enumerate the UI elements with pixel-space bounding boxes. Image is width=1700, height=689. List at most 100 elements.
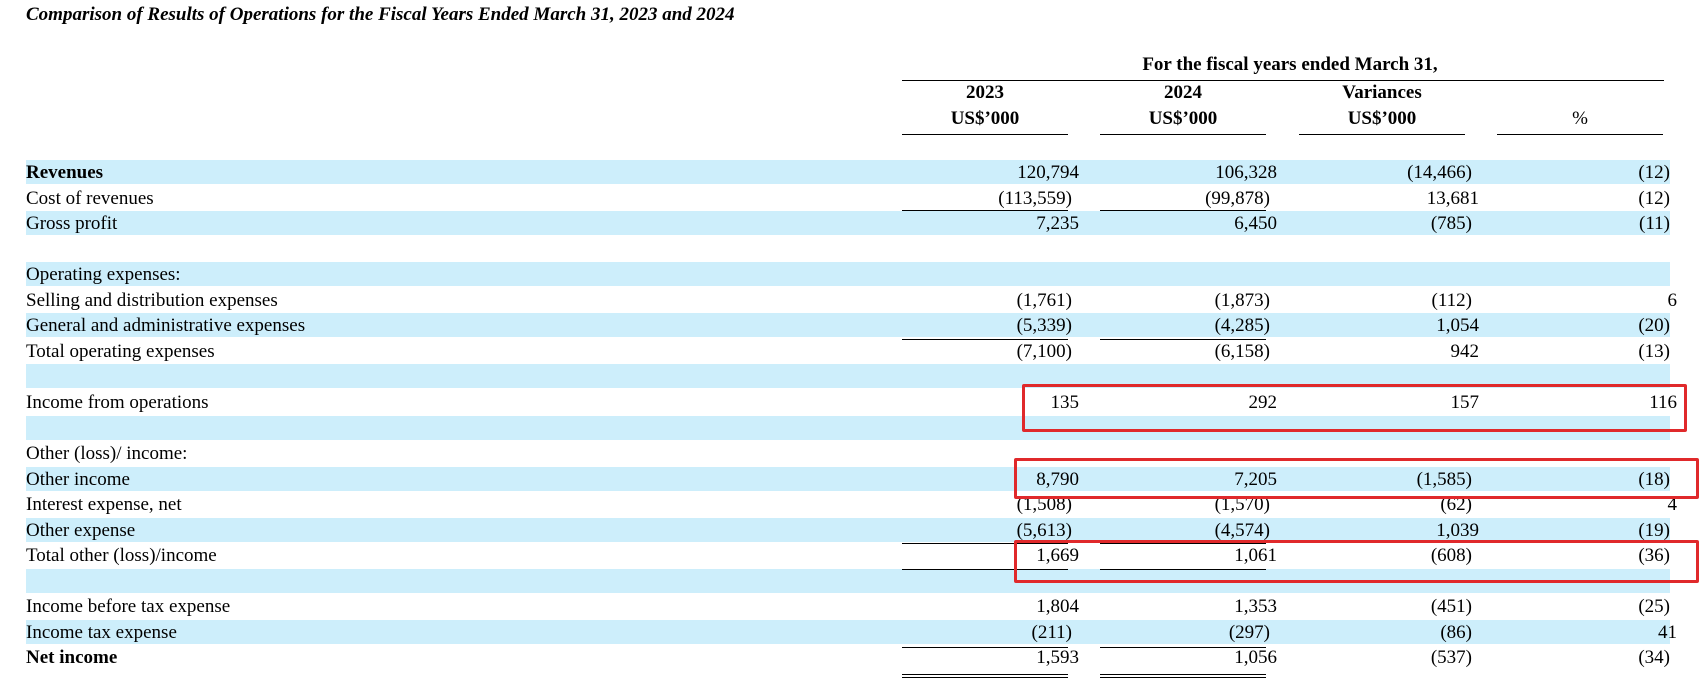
table-row: Other income 8,790 7,205 (1,585) (18)	[26, 467, 1670, 491]
value-percent: (19)	[1638, 520, 1670, 541]
table-row: Selling and distribution expenses (1,761)…	[26, 288, 1677, 312]
row-label: Gross profit	[26, 213, 118, 234]
table-row: Income before tax expense 1,804 1,353 (451)…	[26, 594, 1670, 618]
rule-cost-2023	[902, 210, 1068, 211]
double-rule-net-2023	[902, 674, 1068, 678]
value-variance: 1,054	[1436, 315, 1479, 336]
value-variance: 1,039	[1436, 520, 1479, 541]
row-label: Operating expenses:	[26, 264, 181, 285]
row-label: Income from operations	[26, 392, 209, 413]
table-row: Income tax expense (211) (297) (86) 41	[26, 620, 1677, 644]
header-2024-year: 2024	[1164, 82, 1202, 103]
header-rule-2024	[1100, 134, 1266, 135]
value-variance: 942	[1450, 341, 1480, 362]
value-2023: 8,790	[1036, 469, 1079, 490]
value-2023: (7,100)	[1016, 341, 1072, 362]
table-row: Income from operations 135 292 157 116	[26, 390, 1677, 414]
value-2023: 1,593	[1036, 647, 1079, 668]
value-percent: (20)	[1638, 315, 1670, 336]
value-2024: 1,353	[1234, 596, 1277, 617]
header-variance-label: Variances	[1342, 82, 1422, 103]
row-label: Total operating expenses	[26, 341, 215, 362]
header-group: For the fiscal years ended March 31,	[1142, 54, 1438, 75]
header-rule-percent	[1497, 134, 1663, 135]
value-percent: (11)	[1639, 213, 1670, 234]
value-2023: 1,669	[1036, 545, 1079, 566]
table-row: General and administrative expenses (5,33…	[26, 313, 1670, 337]
value-variance: (1,585)	[1416, 469, 1472, 490]
rule-ga-2023	[902, 339, 1068, 340]
header-group-rule	[902, 80, 1664, 81]
rule-tax-2023	[902, 647, 1068, 648]
value-2024: (99,878)	[1205, 188, 1270, 209]
table-title: Comparison of Results of Operations for …	[26, 4, 735, 25]
value-percent: (18)	[1638, 469, 1670, 490]
highlight-box-total-other	[1014, 540, 1699, 583]
row-label: Interest expense, net	[26, 494, 182, 515]
value-variance: (14,466)	[1407, 162, 1472, 183]
header-2023-unit: US$’000	[950, 108, 1020, 129]
value-2024: (4,285)	[1214, 315, 1270, 336]
value-2023: (1,508)	[1016, 494, 1072, 515]
rule-ga-2024	[1100, 339, 1266, 340]
value-2023: 120,794	[1017, 162, 1079, 183]
table-row: Total other (loss)/income 1,669 1,061 (608)…	[26, 543, 1670, 567]
row-label: Selling and distribution expenses	[26, 290, 278, 311]
value-percent: 116	[1649, 392, 1677, 413]
value-variance: 13,681	[1426, 188, 1479, 209]
header-variance-unit: US$’000	[1347, 108, 1417, 129]
table-row	[26, 237, 1670, 261]
value-2023: (211)	[1031, 622, 1072, 643]
header-rule-variance	[1299, 134, 1465, 135]
value-2023: (113,559)	[998, 188, 1072, 209]
header-2024-unit: US$’000	[1148, 108, 1218, 129]
value-2023: 135	[1050, 392, 1080, 413]
value-variance: (112)	[1431, 290, 1472, 311]
value-2024: 292	[1248, 392, 1278, 413]
table-row: Other expense (5,613) (4,574) 1,039 (19)	[26, 518, 1670, 542]
row-label: Income before tax expense	[26, 596, 231, 617]
table-row: Operating expenses:	[26, 262, 1670, 286]
value-variance: (785)	[1430, 213, 1472, 234]
value-variance: (62)	[1440, 494, 1472, 515]
value-variance: (451)	[1430, 596, 1472, 617]
rule-total-other-2024	[1100, 569, 1266, 570]
value-percent: 4	[1667, 494, 1678, 515]
table-row: Total operating expenses (7,100) (6,158) 94…	[26, 339, 1670, 363]
rule-tax-2024	[1100, 647, 1266, 648]
row-label: Other income	[26, 469, 130, 490]
value-variance: 157	[1450, 392, 1480, 413]
row-label: General and administrative expenses	[26, 315, 306, 336]
value-2024: 106,328	[1215, 162, 1277, 183]
value-percent: 6	[1667, 290, 1678, 311]
rule-total-other-2023	[902, 569, 1068, 570]
value-percent: (25)	[1638, 596, 1670, 617]
table-row: Net income 1,593 1,056 (537) (34)	[26, 645, 1670, 669]
value-2024: 7,205	[1234, 469, 1277, 490]
header-rule-2023	[902, 134, 1068, 135]
value-2023: (5,613)	[1016, 520, 1072, 541]
value-percent: (36)	[1638, 545, 1670, 566]
table-row: Gross profit 7,235 6,450 (785) (11)	[26, 211, 1670, 235]
value-2024: 1,056	[1234, 647, 1277, 668]
table-row: Interest expense, net (1,508) (1,570) (62) 4	[26, 492, 1677, 516]
header-2023-year: 2023	[966, 82, 1004, 103]
value-2023: 7,235	[1036, 213, 1079, 234]
table-row: Revenues 120,794 106,328 (14,466) (12)	[26, 160, 1670, 184]
value-2023: (1,761)	[1016, 290, 1072, 311]
row-label: Revenues	[26, 162, 104, 183]
value-2023: (5,339)	[1016, 315, 1072, 336]
value-percent: (12)	[1638, 188, 1670, 209]
value-2024: (297)	[1228, 622, 1270, 643]
value-2024: (6,158)	[1214, 341, 1270, 362]
value-2024: (1,570)	[1214, 494, 1270, 515]
rule-other-expense-2023	[902, 543, 1068, 544]
highlight-box-income-from-operations	[1022, 384, 1687, 432]
row-label: Total other (loss)/income	[26, 545, 217, 566]
value-2024: 6,450	[1234, 213, 1277, 234]
value-2024: 1,061	[1234, 545, 1277, 566]
value-2023: 1,804	[1036, 596, 1079, 617]
row-label: Income tax expense	[26, 622, 177, 643]
row-label: Net income	[26, 647, 118, 668]
value-percent: (34)	[1638, 647, 1670, 668]
